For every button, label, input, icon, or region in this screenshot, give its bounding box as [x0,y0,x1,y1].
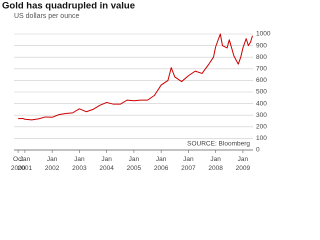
source: SOURCE: Bloomberg [187,141,250,148]
data-line [18,33,253,121]
x-tick-label: Oct 2000 [11,156,26,172]
y-tick-label: 600 [256,77,267,84]
x-tick-label: Jan 2001 [18,156,33,172]
x-tick-label: Jan 2006 [154,156,169,172]
x-tick-label: Jan 2007 [181,156,196,172]
chart-subtitle: US dollars per ounce [14,13,79,20]
chart: Gold has quadrupled in value US dollars … [2,1,271,172]
y-tick-label: 0 [256,147,260,154]
y-tick-label: 200 [256,124,267,131]
x-tick-label: Jan 2003 [72,156,87,172]
x-tick-label: Jan 2008 [208,156,223,172]
y-tick-label: 500 [256,89,267,96]
y-tick-label: 700 [256,66,267,73]
x-tick-label: Jan 2002 [45,156,60,172]
chart-title: Gold has quadrupled in value [2,1,135,12]
y-tick-label: 1000 [256,31,271,38]
y-tick-label: 400 [256,100,267,107]
y-tick-label: 100 [256,135,267,142]
x-tick-label: Jan 2004 [99,156,114,172]
y-tick-label: 300 [256,112,267,119]
x-tick-label: Jan 2005 [127,156,142,172]
y-tick-label: 900 [256,42,267,49]
y-tick-label: 800 [256,54,267,61]
x-tick-label: Jan 2009 [236,156,251,172]
